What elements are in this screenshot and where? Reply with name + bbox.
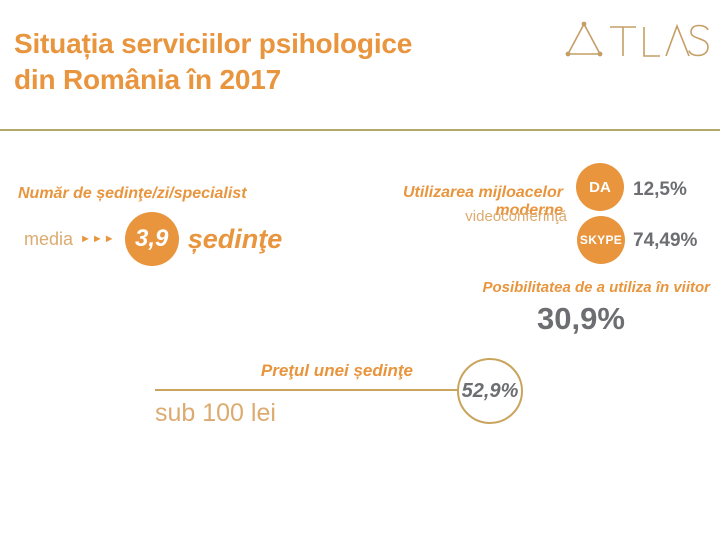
da-badge-label: DA [589, 178, 611, 196]
modern-means-heading: Utilizarea mijloacelor moderne [402, 184, 563, 219]
price-percentage-circle: 52,9% [457, 358, 523, 424]
skype-badge: SKYPE [577, 216, 625, 264]
page-title-line2: din România în 2017 [14, 64, 281, 95]
sessions-heading: Număr de ședinţe/zi/specialist [18, 185, 247, 202]
price-connector-line [155, 389, 458, 391]
price-range-label: sub 100 lei [155, 399, 276, 427]
sessions-value-circle: 3,9 [124, 212, 179, 266]
future-use-heading: Posibilitatea de a utiliza în viitor [482, 279, 710, 296]
modern-means-subheading: videoconferinţă [465, 208, 567, 225]
future-use-percentage: 30,9% [537, 301, 625, 336]
triple-arrow-icon: ►►► [80, 233, 116, 245]
da-percentage: 12,5% [633, 179, 687, 200]
media-label: media [24, 228, 74, 249]
price-percentage: 52,9% [461, 379, 519, 402]
da-badge: DA [576, 163, 624, 211]
atlas-logo-icon [565, 21, 709, 57]
sessions-value: 3,9 [135, 225, 169, 252]
price-heading: Preţul unei ședinţe [260, 361, 413, 380]
page-title: Situația serviciilor psihologice din Rom… [14, 26, 412, 98]
sessions-unit: ședinţe [187, 223, 283, 254]
sessions-average-row: media ►►► 3,9 ședinţe [24, 211, 282, 267]
header-divider [0, 129, 720, 131]
skype-badge-label: SKYPE [579, 233, 623, 247]
page-title-line1: Situația serviciilor psihologice [14, 28, 413, 59]
skype-percentage: 74,49% [633, 230, 698, 251]
